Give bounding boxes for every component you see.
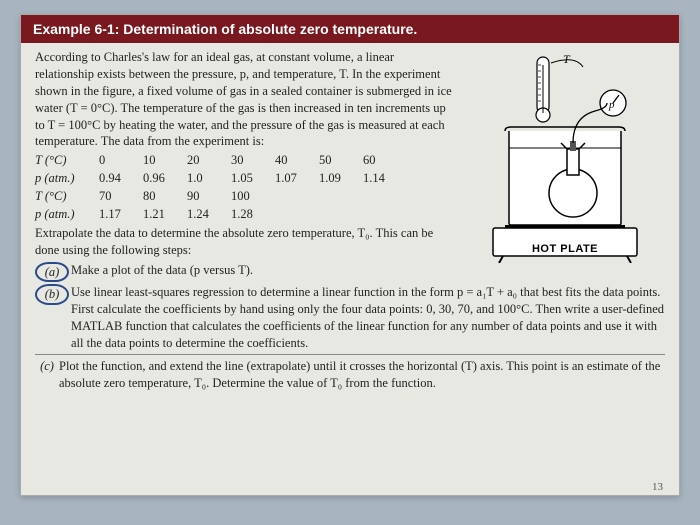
cell: 1.28 <box>231 206 275 223</box>
step-b-text: Use linear least-squares regression to d… <box>71 284 665 352</box>
step-c-text: Plot the function, and extend the line (… <box>59 358 665 392</box>
cell: 1.09 <box>319 170 363 187</box>
row-label: p (atm.) <box>35 170 99 187</box>
cell: 1.0 <box>187 170 231 187</box>
header-title: Example 6-1: Determination of absolute z… <box>33 21 417 37</box>
row-label: T (°C) <box>35 188 99 205</box>
cell: 1.14 <box>363 170 407 187</box>
cell: 10 <box>143 152 187 169</box>
step-a: (a) Make a plot of the data (p versus T)… <box>35 262 665 283</box>
row-label: p (atm.) <box>35 206 99 223</box>
example-header: Example 6-1: Determination of absolute z… <box>21 15 679 43</box>
extrapolate-text: Extrapolate the data to determine the ab… <box>35 225 455 259</box>
step-a-text: Make a plot of the data (p versus T). <box>71 262 665 279</box>
cell: 60 <box>363 152 407 169</box>
cell: 50 <box>319 152 363 169</box>
cell: 70 <box>99 188 143 205</box>
hotplate-label: HOT PLATE <box>532 243 598 255</box>
cell: 20 <box>187 152 231 169</box>
label-p: p <box>608 99 615 111</box>
cell: 40 <box>275 152 319 169</box>
cell: 1.21 <box>143 206 187 223</box>
cell: 0 <box>99 152 143 169</box>
apparatus-figure: T p HOT PLATE <box>475 53 655 263</box>
step-a-label: (a) <box>35 262 69 283</box>
step-b-label: (b) <box>35 284 69 305</box>
cell: 100 <box>231 188 275 205</box>
step-c: (c) Plot the function, and extend the li… <box>35 354 665 392</box>
cell: 1.05 <box>231 170 275 187</box>
row-label: T (°C) <box>35 152 99 169</box>
intro-paragraph: According to Charles's law for an ideal … <box>35 49 455 150</box>
cell: 1.17 <box>99 206 143 223</box>
cell: 1.24 <box>187 206 231 223</box>
cell: 90 <box>187 188 231 205</box>
page-number: 13 <box>652 481 663 493</box>
cell: 30 <box>231 152 275 169</box>
apparatus-svg: T p <box>475 53 655 263</box>
step-b: (b) Use linear least-squares regression … <box>35 284 665 352</box>
cell: 0.96 <box>143 170 187 187</box>
cell: 0.94 <box>99 170 143 187</box>
cell: 80 <box>143 188 187 205</box>
step-c-label: (c) <box>35 358 59 375</box>
steps-list: (a) Make a plot of the data (p versus T)… <box>35 262 665 392</box>
page: Example 6-1: Determination of absolute z… <box>20 14 680 496</box>
cell: 1.07 <box>275 170 319 187</box>
